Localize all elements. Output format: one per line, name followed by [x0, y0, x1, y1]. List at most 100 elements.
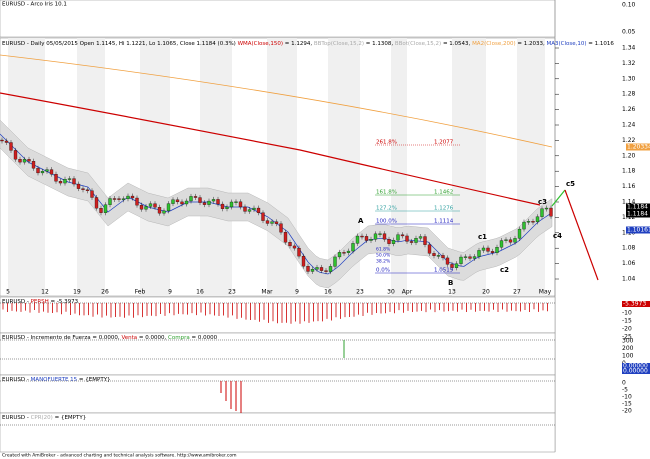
- candle: [153, 203, 157, 208]
- candle: [54, 173, 58, 182]
- candle: [342, 252, 346, 254]
- week-stripe: [391, 38, 407, 296]
- candle: [193, 196, 198, 198]
- candle: [283, 232, 288, 243]
- candle: [319, 267, 324, 271]
- indicator-panel: [0, 412, 556, 453]
- header-segment: = 1.1308,: [364, 41, 395, 47]
- date-label: 9: [168, 289, 172, 296]
- week-stripe: [140, 38, 170, 296]
- axis-label: -10: [622, 394, 632, 401]
- price-badge-label: 1.10161: [627, 227, 650, 234]
- candle: [45, 169, 49, 172]
- candle: [94, 197, 99, 209]
- candle: [103, 204, 108, 213]
- candle: [261, 212, 265, 221]
- panel-header: EURUSD - Daily 05/05/2015 Open 1.1145, H…: [2, 41, 614, 47]
- date-label: 19: [73, 289, 81, 296]
- candle: [220, 203, 225, 209]
- candle: [36, 168, 40, 174]
- value-badge: [622, 301, 650, 307]
- candle: [162, 210, 166, 214]
- candle: [58, 181, 63, 184]
- wave-label: c4: [553, 232, 562, 240]
- axis-label: -10: [622, 310, 632, 317]
- candle: [427, 244, 432, 254]
- candle: [540, 208, 544, 217]
- header-segment: BBTop(Close,15,2): [314, 41, 364, 47]
- header-segment: = 0.0000,: [137, 335, 168, 341]
- candle: [369, 239, 373, 241]
- candle: [351, 243, 355, 252]
- axis-label: 1.14: [622, 199, 636, 206]
- candle: [477, 250, 481, 257]
- candle: [355, 235, 360, 244]
- date-label: 16: [324, 289, 332, 296]
- fib-price: 1.1114: [434, 219, 454, 225]
- fib-pct: 261.8%: [376, 140, 397, 146]
- axis-label: 1.24: [622, 122, 636, 129]
- candle: [445, 257, 450, 265]
- candle: [207, 200, 211, 205]
- candle: [459, 256, 463, 264]
- week-stripe: [517, 38, 545, 296]
- candle: [400, 234, 405, 237]
- axis-label: 0.05: [622, 29, 636, 36]
- candle: [126, 195, 130, 199]
- candle: [441, 255, 445, 259]
- axis-label: 1.20: [622, 152, 636, 159]
- date-label: 23: [356, 289, 364, 296]
- fib-pct: 0.0%: [376, 268, 390, 274]
- header-segment: = {EMPTY}: [77, 377, 110, 383]
- axis-label: 1.26: [622, 106, 636, 113]
- candle: [252, 207, 256, 210]
- candle: [463, 256, 468, 258]
- candle: [409, 241, 414, 243]
- axis-label: -5: [622, 387, 628, 394]
- candle: [360, 235, 364, 238]
- candle: [184, 200, 189, 205]
- candle: [504, 239, 508, 241]
- value-badge: [622, 363, 650, 369]
- candle: [198, 197, 202, 203]
- candle: [337, 252, 342, 258]
- candle: [85, 189, 90, 191]
- axis-label: 1.30: [622, 75, 636, 82]
- candle: [513, 238, 517, 243]
- value-badge: [622, 368, 650, 374]
- candle: [486, 247, 490, 252]
- axis-label: 0.10: [622, 2, 636, 9]
- candle: [265, 220, 270, 224]
- axis-label: -25: [622, 334, 632, 341]
- header-segment: BBot(Close,15,2): [395, 41, 441, 47]
- candle: [297, 247, 301, 257]
- fib-price: 1.2077: [434, 140, 454, 146]
- candle: [333, 256, 337, 267]
- ma200-line: [0, 54, 553, 148]
- axis-label: 1.18: [622, 168, 636, 175]
- candle: [216, 199, 220, 205]
- candle: [301, 255, 306, 267]
- date-label: 5: [6, 289, 10, 296]
- fib-pct: 127.2%: [376, 206, 397, 212]
- candle: [270, 221, 274, 224]
- axis-label: -20: [622, 326, 632, 333]
- candle: [522, 221, 526, 230]
- axis-label: 1.16: [622, 183, 636, 190]
- axis-label: 1.04: [622, 276, 636, 283]
- price-badge-label: 1.1184: [627, 204, 648, 211]
- header-segment: Compra: [168, 335, 190, 341]
- header-segment: = 0.0000: [190, 335, 218, 341]
- candle: [517, 228, 522, 239]
- value-badge-label: -5.3973: [623, 301, 646, 308]
- candle: [238, 201, 243, 208]
- fib-pct: 38.2%: [376, 259, 391, 265]
- axis-label: 300: [622, 338, 634, 345]
- bollinger-band: [0, 119, 553, 289]
- date-label: 9: [295, 289, 299, 296]
- candle: [225, 206, 229, 209]
- date-label: 13: [448, 289, 456, 296]
- candle: [234, 201, 238, 203]
- header-segment: = 1.1294,: [283, 41, 314, 47]
- candle: [49, 169, 54, 175]
